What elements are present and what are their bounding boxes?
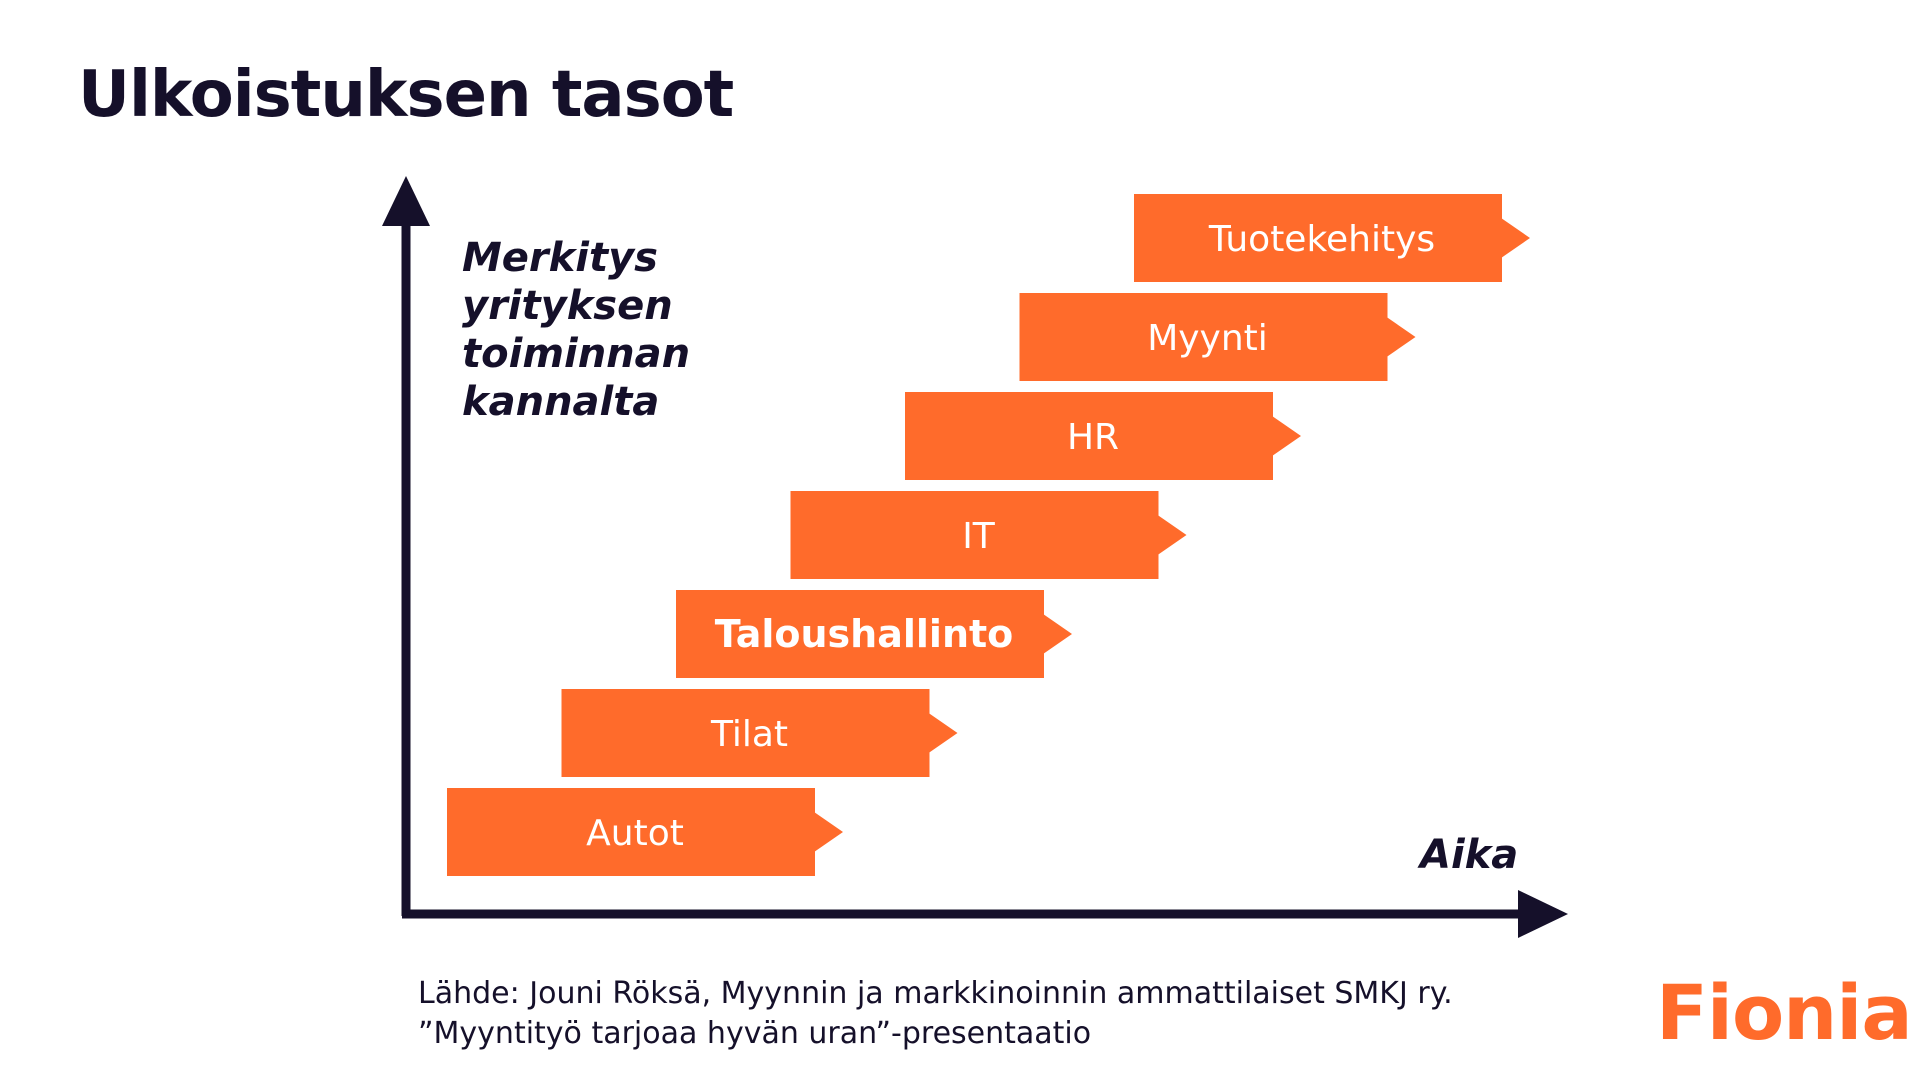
step-box — [447, 788, 843, 876]
step-label: HR — [1067, 417, 1119, 458]
step-tuotekehitys: Tuotekehitys — [1134, 194, 1530, 282]
axes — [382, 176, 1568, 938]
step-hr: HR — [905, 392, 1301, 480]
step-box — [561, 689, 958, 777]
y-axis-label-line: yrityksen — [462, 283, 673, 329]
step-box — [905, 392, 1301, 480]
source-line: Lähde: Jouni Röksä, Myynnin ja markkinoi… — [418, 976, 1453, 1011]
step-label: IT — [962, 516, 996, 557]
step-box — [676, 590, 1072, 678]
step-label: Tuotekehitys — [1208, 219, 1435, 260]
y-axis-label-line: kannalta — [462, 379, 660, 425]
page-title: Ulkoistuksen tasot — [78, 58, 734, 132]
x-axis-label: Aika — [1420, 832, 1519, 878]
y-axis-arrow — [382, 176, 430, 226]
fionia-logo: Fionia — [1656, 968, 1913, 1057]
step-tilat: Tilat — [561, 689, 958, 777]
y-axis-label: Merkitys yrityksen toiminnan kannalta — [462, 234, 690, 426]
source-line: ”Myyntityö tarjoaa hyvän uran”-presentaa… — [418, 1016, 1092, 1051]
step-box — [1134, 194, 1530, 282]
step-label: Tilat — [710, 714, 788, 755]
step-label: Myynti — [1147, 318, 1268, 359]
step-autot: Autot — [447, 788, 843, 876]
steps: Autot Tilat Taloushallinto IT HR Myynti Tuotek… — [447, 194, 1530, 876]
y-axis-label-line: Merkitys — [462, 235, 658, 281]
step-it: IT — [790, 491, 1187, 579]
step-box — [1019, 293, 1416, 381]
source-citation: Lähde: Jouni Röksä, Myynnin ja markkinoi… — [418, 974, 1453, 1054]
step-taloushallinto: Taloushallinto — [676, 590, 1072, 678]
x-axis-arrow — [1518, 890, 1568, 938]
step-label: Taloushallinto — [715, 612, 1014, 656]
y-axis-label-line: toiminnan — [462, 331, 691, 377]
step-label: Autot — [586, 813, 684, 854]
step-box — [790, 491, 1187, 579]
step-myynti: Myynti — [1019, 293, 1416, 381]
